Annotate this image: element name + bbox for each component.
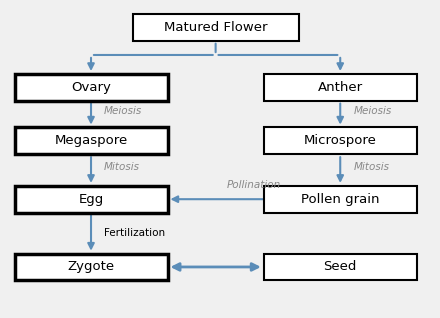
FancyBboxPatch shape bbox=[132, 14, 299, 41]
FancyBboxPatch shape bbox=[15, 186, 168, 213]
Text: Anther: Anther bbox=[318, 81, 363, 94]
Text: Egg: Egg bbox=[78, 193, 104, 206]
Text: Mitosis: Mitosis bbox=[104, 162, 140, 172]
FancyBboxPatch shape bbox=[15, 253, 168, 280]
FancyBboxPatch shape bbox=[264, 74, 417, 101]
Text: Matured Flower: Matured Flower bbox=[164, 21, 268, 34]
FancyBboxPatch shape bbox=[15, 74, 168, 101]
FancyBboxPatch shape bbox=[264, 186, 417, 213]
Text: Pollination: Pollination bbox=[227, 180, 281, 190]
Text: Pollen grain: Pollen grain bbox=[301, 193, 379, 206]
Text: Seed: Seed bbox=[323, 260, 357, 273]
FancyBboxPatch shape bbox=[264, 128, 417, 154]
Text: Meiosis: Meiosis bbox=[353, 106, 392, 116]
Text: Mitosis: Mitosis bbox=[353, 162, 389, 172]
Text: Meiosis: Meiosis bbox=[104, 106, 143, 116]
Text: Zygote: Zygote bbox=[67, 260, 114, 273]
Text: Megaspore: Megaspore bbox=[55, 135, 128, 147]
Text: Fertilization: Fertilization bbox=[104, 228, 165, 238]
FancyBboxPatch shape bbox=[264, 253, 417, 280]
Text: Ovary: Ovary bbox=[71, 81, 111, 94]
Text: Microspore: Microspore bbox=[304, 135, 377, 147]
FancyBboxPatch shape bbox=[15, 128, 168, 154]
